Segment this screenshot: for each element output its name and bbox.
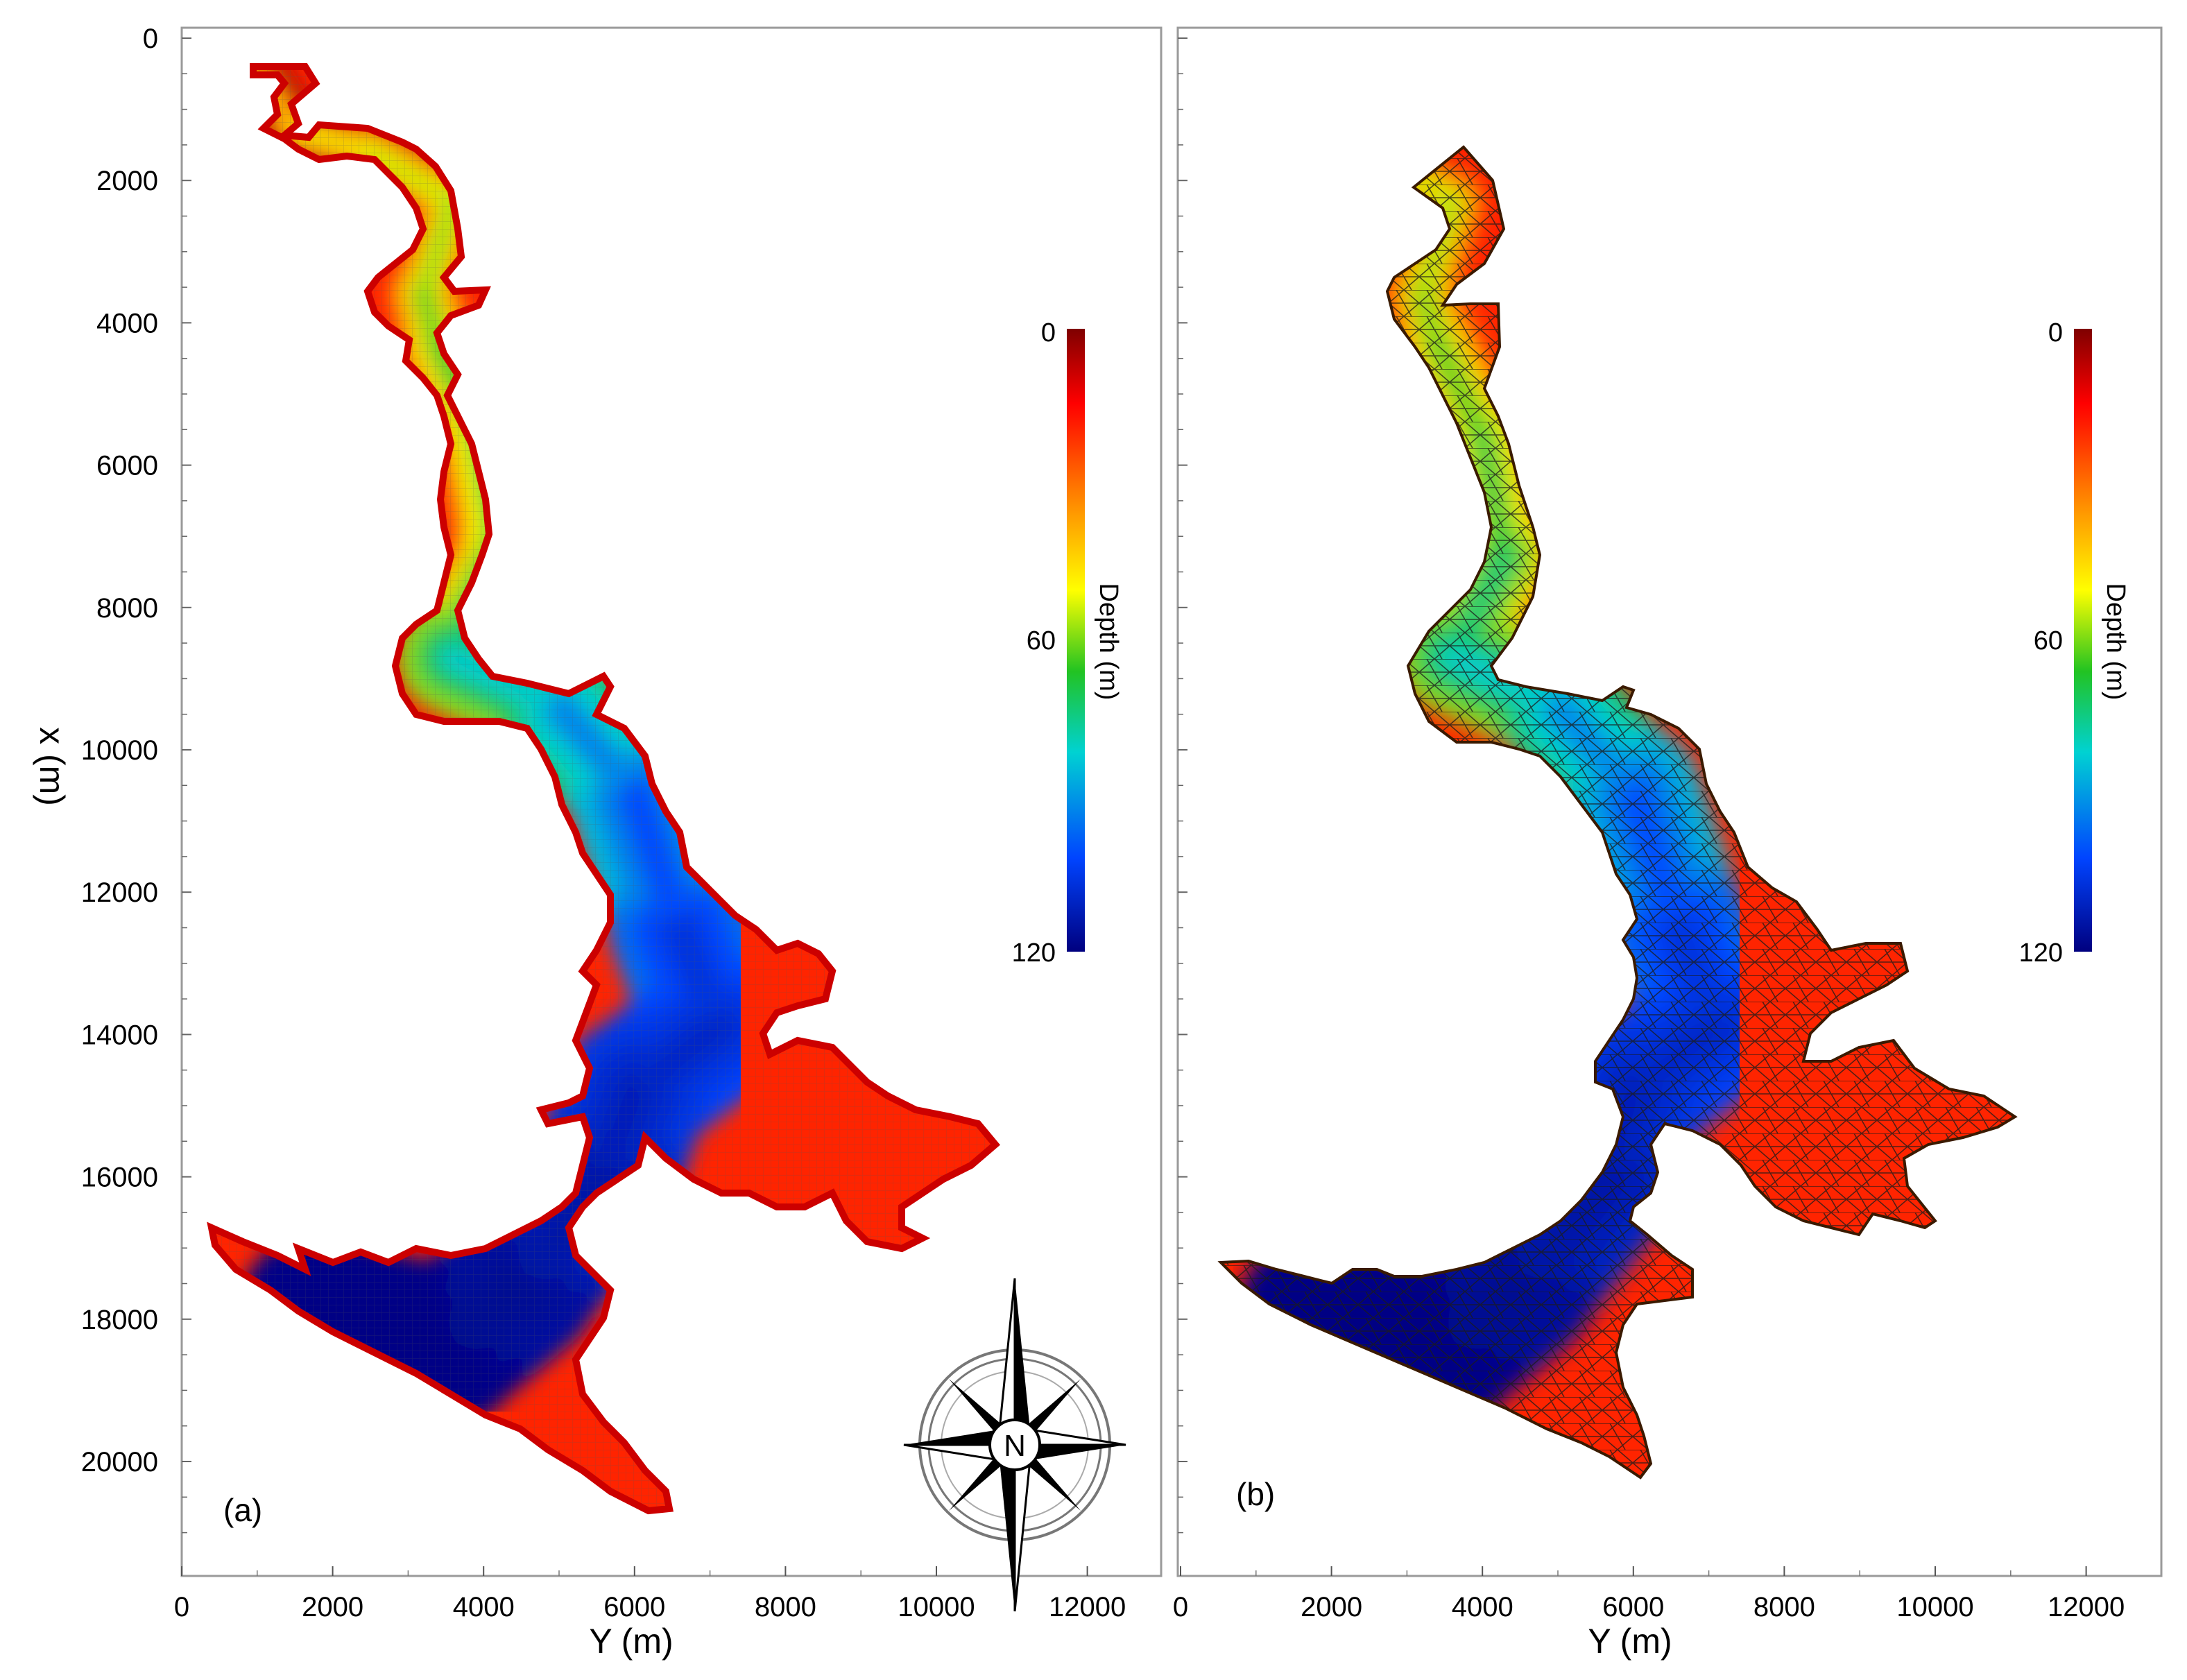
x-tick-label: 2000 xyxy=(302,1592,363,1622)
y-tick-label: 12000 xyxy=(81,877,158,908)
y-axis-label: x (m) xyxy=(33,727,71,806)
axis-ticks-a: 0 2000 4000 6000 8000 10000 120000200040006000… xyxy=(81,24,1126,1622)
colorbar-tick-b-1: 60 xyxy=(2034,626,2063,655)
colorbar-scale-a xyxy=(1067,329,1085,952)
colorbar-tick-b-0: 0 xyxy=(2048,318,2063,348)
y-tick-label: 4000 xyxy=(96,308,158,338)
x-tick-label: 2000 xyxy=(1301,1592,1362,1622)
panel-label-a: (a) xyxy=(223,1492,262,1528)
x-tick-label: 12000 xyxy=(1049,1592,1126,1622)
x-tick-label: 0 xyxy=(1173,1592,1188,1622)
y-tick-label: 10000 xyxy=(81,735,158,766)
compass-north-label: N xyxy=(1004,1429,1026,1463)
x-axis-label-b: Y (m) xyxy=(1588,1622,1672,1661)
colorbar-a: 0 60 120 Depth (m) xyxy=(1012,318,1123,968)
y-tick-label: 6000 xyxy=(96,451,158,481)
colorbar-label-b: Depth (m) xyxy=(2101,583,2130,701)
y-tick-label: 20000 xyxy=(81,1447,158,1477)
x-tick-label: 10000 xyxy=(898,1592,975,1622)
x-tick-label: 4000 xyxy=(453,1592,515,1622)
panel-a: 0 2000 4000 6000 8000 10000 120000200040006000… xyxy=(33,24,1163,1661)
y-tick-label: 14000 xyxy=(81,1020,158,1050)
x-tick-label: 8000 xyxy=(1753,1592,1815,1622)
x-tick-label: 4000 xyxy=(1452,1592,1513,1622)
axis-ticks-b: 0 2000 4000 6000 8000 10000 12000 xyxy=(1173,37,2125,1622)
compass-rose: N xyxy=(903,1278,1126,1612)
y-tick-label: 2000 xyxy=(96,166,158,196)
y-tick-label: 16000 xyxy=(81,1163,158,1193)
x-tick-label: 6000 xyxy=(1602,1592,1664,1622)
x-tick-label: 0 xyxy=(174,1592,189,1622)
colorbar-tick-a-2: 120 xyxy=(1012,938,1056,968)
colorbar-scale-b xyxy=(2074,329,2092,952)
y-tick-label: 0 xyxy=(143,24,158,54)
panel-label-b: (b) xyxy=(1236,1476,1275,1512)
colorbar-b: 0 60 120 Depth (m) xyxy=(2019,318,2130,968)
x-tick-label: 12000 xyxy=(2048,1592,2125,1622)
reservoir-boundary xyxy=(1217,145,2018,1480)
colorbar-tick-a-1: 60 xyxy=(1027,626,1056,655)
colorbar-label-a: Depth (m) xyxy=(1094,583,1123,701)
colorbar-tick-a-0: 0 xyxy=(1041,318,1056,348)
panel-b: 0 2000 4000 6000 8000 10000 12000 (b) Y (m) 0 … xyxy=(1173,26,2163,1661)
reservoir-boundary xyxy=(207,63,1000,1515)
x-axis-label-a: Y (m) xyxy=(589,1622,673,1661)
compass-star-icon xyxy=(903,1278,1126,1612)
x-tick-label: 8000 xyxy=(755,1592,816,1622)
x-tick-label: 6000 xyxy=(603,1592,665,1622)
x-tick-label: 10000 xyxy=(1896,1592,1973,1622)
y-tick-label: 18000 xyxy=(81,1305,158,1335)
y-tick-label: 8000 xyxy=(96,593,158,624)
colorbar-tick-b-2: 120 xyxy=(2019,938,2063,968)
